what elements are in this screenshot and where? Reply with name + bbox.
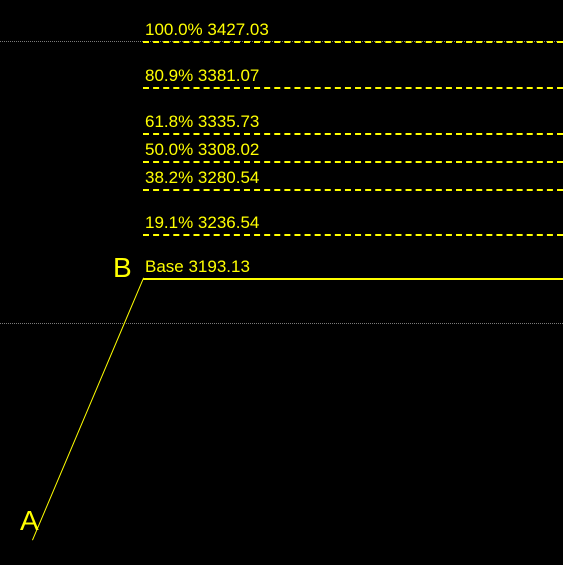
point-a-label: A <box>20 505 39 537</box>
ab-trend-line <box>32 278 144 540</box>
fib-level-label: 100.0% 3427.03 <box>145 20 269 40</box>
fib-level-line <box>143 41 563 43</box>
point-b-label: B <box>113 252 132 284</box>
fib-level-line <box>143 278 563 280</box>
fib-level-line <box>143 189 563 191</box>
fib-level-line <box>143 234 563 236</box>
fib-level-label: Base 3193.13 <box>145 257 250 277</box>
fib-level-label: 61.8% 3335.73 <box>145 112 259 132</box>
fib-level-label: 19.1% 3236.54 <box>145 213 259 233</box>
fib-level-label: 38.2% 3280.54 <box>145 168 259 188</box>
fib-level-line <box>143 133 563 135</box>
fib-level-line <box>143 161 563 163</box>
fibonacci-chart: 100.0% 3427.03 80.9% 3381.07 61.8% 3335.73… <box>0 0 563 565</box>
fib-level-label: 50.0% 3308.02 <box>145 140 259 160</box>
fib-level-line <box>143 87 563 89</box>
fib-level-label: 80.9% 3381.07 <box>145 66 259 86</box>
grid-line <box>0 323 563 324</box>
